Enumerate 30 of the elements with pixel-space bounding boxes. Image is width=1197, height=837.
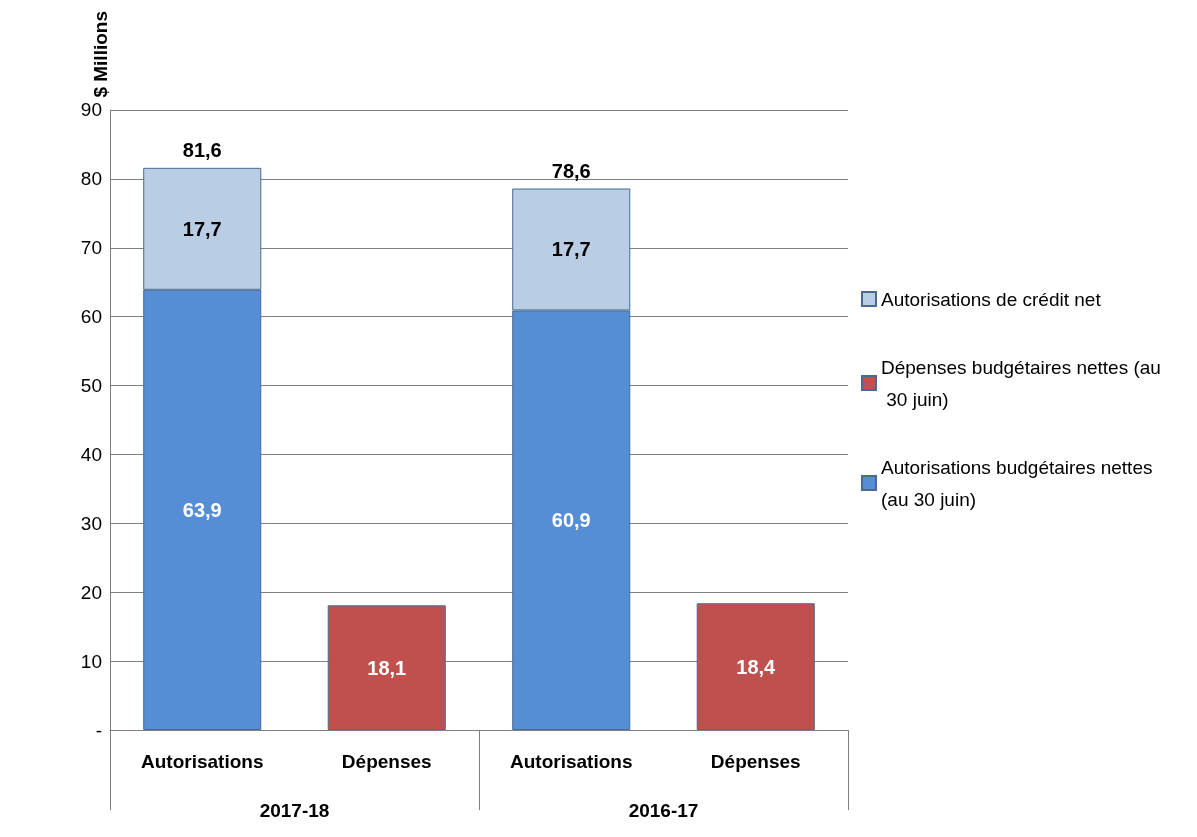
data-label: 17,7 xyxy=(551,238,591,261)
x-tick-label: Dépenses xyxy=(710,751,801,772)
y-tick-label: 30 xyxy=(80,512,102,534)
y-tick-label: 60 xyxy=(80,306,102,328)
text: 2017-18 xyxy=(259,800,330,821)
y-tick-label: 90 xyxy=(80,99,102,121)
legend-label: Autorisations de crédit net xyxy=(881,288,1102,310)
y-tick-label: 50 xyxy=(80,375,102,397)
legend-label: Autorisations budgétaires nettes (au 30 juin) xyxy=(881,456,1158,510)
y-tick-label: 20 xyxy=(80,581,102,603)
y-axis-title: $ Millions xyxy=(90,11,111,98)
x-tick-label: Autorisations xyxy=(510,751,633,772)
data-label: 63,9 xyxy=(182,498,222,521)
text: 2016-17 xyxy=(628,800,699,821)
data-label: 18,4 xyxy=(736,655,777,678)
x-tick-label: Autorisations xyxy=(141,751,264,772)
data-label: 60,9 xyxy=(551,509,591,532)
bar xyxy=(327,605,446,730)
total-label: 78,6 xyxy=(551,159,591,182)
y-tick-label: 70 xyxy=(80,237,102,259)
x-tick-label: Dépenses xyxy=(341,751,432,772)
y-tick-label: 80 xyxy=(80,168,102,190)
total-label: 81,6 xyxy=(182,138,222,161)
y-tick-label: 10 xyxy=(80,650,102,672)
y-tick-label: - xyxy=(95,719,102,741)
bar xyxy=(696,603,815,730)
data-label: 17,7 xyxy=(182,217,222,240)
y-tick-label: 40 xyxy=(80,443,102,465)
data-label: 18,1 xyxy=(367,656,407,679)
legend-label: Dépenses budgétaires nettes (au 30 juin) xyxy=(881,356,1161,410)
